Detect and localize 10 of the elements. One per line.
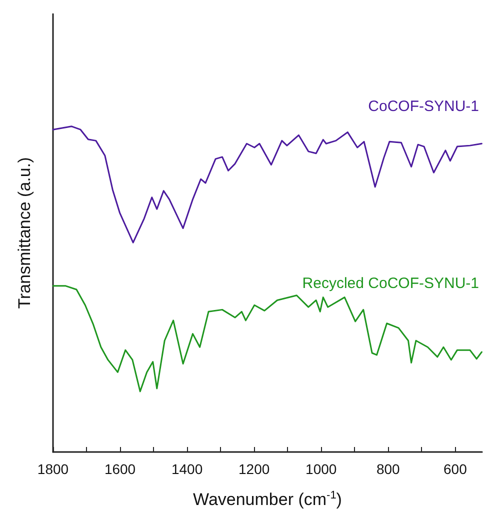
y-axis-title: Transmittance (a.u.) bbox=[15, 157, 34, 309]
x-tick-label: 1600 bbox=[104, 461, 136, 477]
series-label: CoCOF-SYNU-1 bbox=[368, 98, 480, 115]
x-tick-label: 800 bbox=[376, 461, 400, 477]
x-tick-label: 1200 bbox=[238, 461, 270, 477]
x-tick-label: 600 bbox=[444, 461, 468, 477]
x-tick-label: 1400 bbox=[171, 461, 203, 477]
series-label: Recycled CoCOF-SYNU-1 bbox=[302, 275, 480, 292]
x-tick-label: 1800 bbox=[37, 461, 69, 477]
x-tick-label: 1000 bbox=[306, 461, 337, 477]
